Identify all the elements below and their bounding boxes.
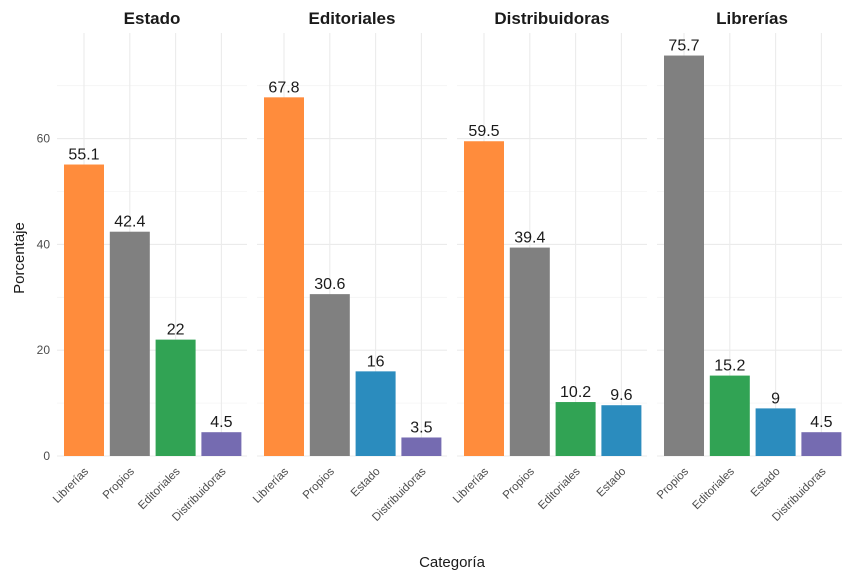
- x-axis-title: Categoría: [419, 554, 486, 571]
- data-label: 3.5: [410, 419, 432, 436]
- data-label: 10.2: [560, 384, 591, 401]
- x-tick-label: Editoriales: [690, 465, 737, 512]
- x-tick-label: Propios: [101, 465, 137, 501]
- panel-title: Librerías: [716, 9, 788, 28]
- data-label: 30.6: [314, 276, 345, 293]
- data-label: 59.5: [468, 123, 499, 140]
- y-tick-label: 0: [43, 449, 50, 463]
- panels: Estado 55.1 Librerías 42.4 Propios 22 Editoria…: [51, 9, 842, 524]
- bar: [801, 432, 842, 456]
- data-label: 9: [771, 390, 780, 407]
- panel-0: Estado 55.1 Librerías 42.4 Propios 22 Editoria…: [51, 9, 247, 524]
- data-label: 42.4: [114, 214, 145, 231]
- x-tick-label: Editoriales: [536, 465, 583, 512]
- bar: [64, 164, 104, 456]
- data-label: 39.4: [514, 230, 545, 247]
- panel-title: Estado: [124, 9, 181, 28]
- x-tick-label: Librerías: [251, 465, 291, 505]
- bar: [201, 432, 242, 456]
- bar: [601, 405, 642, 456]
- bar: [309, 294, 350, 456]
- bar: [664, 55, 704, 457]
- data-label: 15.2: [714, 358, 745, 375]
- x-tick-label: Librerías: [51, 465, 91, 505]
- bar: [264, 97, 304, 456]
- bar: [709, 375, 750, 456]
- x-tick-label: Librerías: [451, 465, 491, 505]
- data-label: 9.6: [610, 387, 632, 404]
- bar: [155, 339, 196, 456]
- y-tick-label: 20: [37, 343, 51, 357]
- bar: [509, 247, 550, 456]
- x-tick-label: Estado: [749, 466, 783, 500]
- bar: [755, 408, 796, 456]
- data-label: 67.8: [268, 79, 299, 96]
- data-label: 4.5: [810, 414, 832, 431]
- panel-1: Editoriales 67.8 Librerías 30.6 Propios 16 Est…: [251, 9, 447, 524]
- y-tick-label: 60: [37, 132, 51, 146]
- panel-2: Distribuidoras 59.5 Librerías 39.4 Propios 10…: [451, 9, 647, 512]
- bar: [109, 231, 150, 456]
- y-tick-label: 40: [37, 237, 51, 251]
- data-label: 4.5: [210, 414, 232, 431]
- data-label: 22: [167, 322, 185, 339]
- x-tick-label: Estado: [349, 466, 383, 500]
- bar: [555, 402, 596, 456]
- bar: [355, 371, 396, 456]
- y-axis-title: Porcentaje: [11, 222, 28, 294]
- data-label: 55.1: [68, 147, 99, 164]
- data-label: 16: [367, 353, 385, 370]
- panel-title: Editoriales: [309, 9, 396, 28]
- x-tick-label: Propios: [301, 465, 337, 501]
- panel-3: Librerías 75.7 Propios 15.2 Editoriales 9 Esta…: [655, 9, 842, 524]
- x-tick-label: Estado: [595, 466, 629, 500]
- panel-title: Distribuidoras: [494, 9, 609, 28]
- x-tick-label: Propios: [501, 465, 537, 501]
- bar: [464, 141, 504, 456]
- x-tick-label: Editoriales: [136, 465, 183, 512]
- x-tick-label: Propios: [655, 465, 691, 501]
- bar: [401, 437, 442, 456]
- y-axis: 0 20 40 60: [37, 132, 51, 463]
- data-label: 75.7: [668, 38, 699, 55]
